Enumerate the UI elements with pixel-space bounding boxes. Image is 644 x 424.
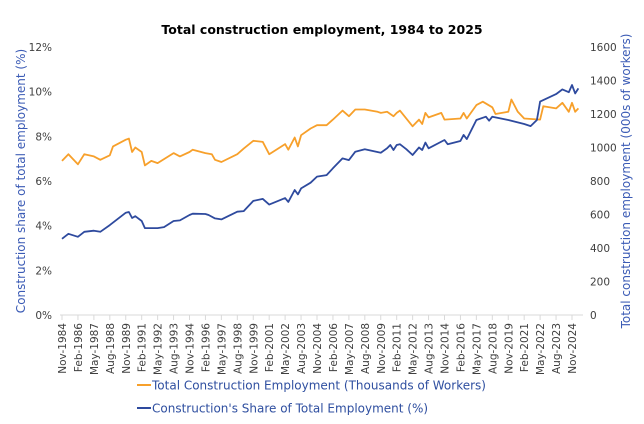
- x-tick-label: Aug-1998: [232, 323, 244, 374]
- legend-item-blue: Construction's Share of Total Employment…: [137, 402, 428, 416]
- right-y-tick-label: 800: [590, 176, 610, 188]
- series-line-orange: [61, 98, 580, 167]
- left-y-tick-label: 0%: [35, 310, 52, 322]
- x-tick-label: Feb-1996: [200, 323, 212, 372]
- x-tick-label: May-2022: [535, 323, 547, 375]
- x-tick-label: Feb-2011: [392, 323, 404, 372]
- x-tick-label: May-1987: [89, 323, 101, 375]
- x-tick-label: Feb-2021: [519, 323, 531, 372]
- x-tick-label: May-2012: [408, 323, 420, 375]
- right-y-tick-label: 1600: [590, 42, 617, 54]
- x-tick-label: Aug-2013: [424, 323, 436, 374]
- legend: Total Construction Employment (Thousands…: [137, 379, 486, 416]
- right-y-tick-label: 600: [590, 210, 610, 222]
- x-tick-label: Nov-2019: [503, 323, 515, 374]
- left-y-tick-label: 6%: [35, 176, 52, 188]
- x-tick-label: Feb-1991: [137, 323, 149, 372]
- x-tick-label: Nov-1994: [185, 323, 197, 374]
- right-y-tick-label: 1200: [590, 109, 617, 121]
- x-tick-label: May-1992: [153, 323, 165, 375]
- x-tick-label: Nov-2009: [376, 323, 388, 374]
- x-tick-label: Aug-2008: [360, 323, 372, 374]
- left-y-tick-label: 12%: [29, 42, 52, 54]
- x-tick-label: Aug-2018: [487, 323, 499, 374]
- x-tick-label: Feb-2016: [455, 323, 467, 372]
- legend-label: Total Construction Employment (Thousands…: [151, 379, 486, 393]
- x-tick-label: May-2017: [471, 323, 483, 375]
- left-y-tick-label: 2%: [35, 265, 52, 277]
- left-axis-title: Construction share of total employment (…: [14, 49, 28, 313]
- x-tick-label: Aug-2023: [551, 323, 563, 374]
- x-tick-label: Feb-2006: [328, 323, 340, 372]
- x-tick-label: Aug-2003: [296, 323, 308, 374]
- right-y-tick-label: 400: [590, 243, 610, 255]
- x-tick-label: Nov-2014: [440, 323, 452, 374]
- x-tick-label: May-1997: [216, 323, 228, 375]
- x-tick-label: Nov-1999: [248, 323, 260, 374]
- left-y-tick-label: 10%: [29, 87, 52, 99]
- right-y-tick-label: 1400: [590, 76, 617, 88]
- left-y-tick-label: 4%: [35, 221, 52, 233]
- x-tick-label: May-2007: [344, 323, 356, 375]
- legend-label: Construction's Share of Total Employment…: [152, 402, 428, 416]
- right-y-axis: 0 200 400 600 800 1000 1200 1400 1600: [590, 42, 617, 322]
- x-tick-label: Nov-2004: [312, 323, 324, 374]
- x-tick-label: Feb-2001: [264, 323, 276, 372]
- x-axis: Nov-1984 Feb-1986 May-1987 Aug-1988 Nov-1989…: [57, 315, 579, 375]
- x-tick-label: Nov-2024: [567, 323, 579, 374]
- left-y-axis: 0% 2% 4% 6% 8% 10% 12%: [29, 42, 52, 322]
- legend-item-orange: Total Construction Employment (Thousands…: [137, 379, 486, 393]
- x-tick-label: May-2002: [280, 323, 292, 375]
- x-tick-label: Nov-1984: [57, 323, 69, 374]
- x-tick-label: Aug-1993: [169, 323, 181, 374]
- x-tick-label: Aug-1988: [105, 323, 117, 374]
- series-line-blue: [61, 84, 580, 240]
- left-y-tick-label: 8%: [35, 131, 52, 143]
- right-axis-title: Total construction employment (000s of w…: [619, 34, 633, 330]
- right-y-tick-label: 0: [590, 310, 597, 322]
- right-y-tick-label: 200: [590, 277, 610, 289]
- plot-area: [61, 84, 580, 240]
- x-tick-label: Feb-1986: [73, 323, 85, 372]
- chart-title: Total construction employment, 1984 to 2…: [161, 22, 482, 37]
- x-tick-label: Nov-1989: [121, 323, 133, 374]
- right-y-tick-label: 1000: [590, 143, 617, 155]
